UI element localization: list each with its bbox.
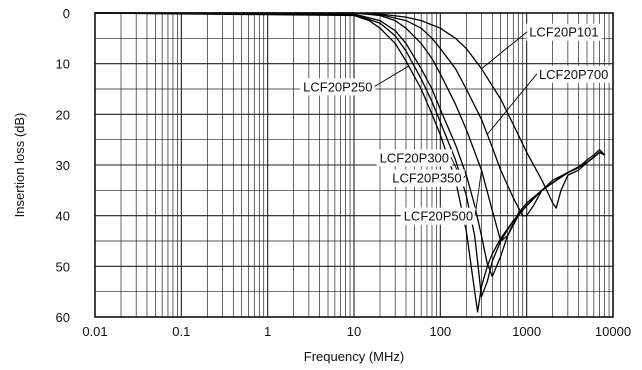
x-tick-label: 100 [429,324,451,339]
series-line [95,12,605,209]
y-tick-label: 50 [56,259,70,274]
x-axis-label: Frequency (MHz) [304,349,404,364]
curve-label: LCF20P350 [392,171,461,186]
y-tick-label: 30 [56,158,70,173]
series-line [94,12,605,313]
x-tick-label: 0.01 [82,324,107,339]
x-tick-label: 10000 [595,324,631,339]
x-tick-label: 1000 [512,324,541,339]
y-tick-label: 60 [56,310,70,325]
curve-label: LCF20P250 [303,79,372,94]
curve-label-leader [474,170,482,216]
curve-label-background [526,23,602,41]
curve-label-leader [463,174,467,178]
y-tick-label: 0 [63,6,70,21]
x-tick-label: 10 [347,324,361,339]
curve-label-background [389,169,465,187]
curve-label-leader [481,31,528,70]
y-tick-label: 10 [56,57,70,72]
curve-label: LCF20P300 [380,150,449,165]
curve-label: LCF20P500 [404,209,473,224]
y-axis-label: Insertion loss (dB) [12,113,27,218]
y-tick-label: 20 [56,107,70,122]
curve-annotations: LCF20P101 LCF20P700 LCF20P250 LCF20P300 LCF2… [300,23,612,225]
plot-frame [94,12,614,318]
curve-label-leader [486,73,538,135]
curve-label-background [300,78,376,96]
series-curves [94,12,606,313]
grid [95,13,613,317]
curve-label-leader [374,65,409,87]
curve-label: LCF20P101 [529,25,598,40]
tick-labels: 0.01 0.1 1 10 100 1000 10000 0 10 20 30 40 50 60 [56,6,632,339]
x-tick-label: 1 [264,324,271,339]
y-tick-label: 40 [56,209,70,224]
curve-label-background [400,207,477,225]
curve-label: LCF20P700 [539,67,608,82]
x-tick-label: 0.1 [172,324,190,339]
curve-label-background [535,65,612,83]
curve-label-background [376,149,453,167]
